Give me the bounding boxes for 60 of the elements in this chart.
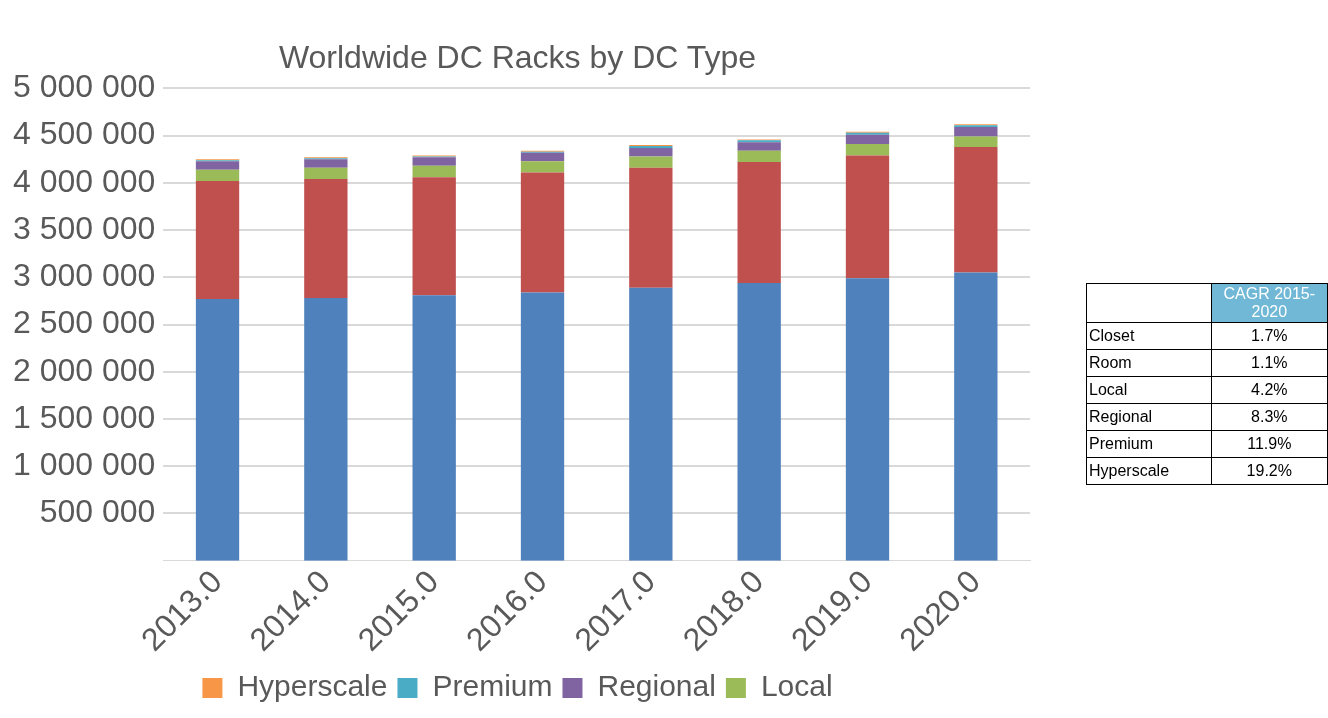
category-label: Room bbox=[1086, 349, 1212, 377]
bar bbox=[845, 155, 890, 279]
bar bbox=[629, 167, 673, 288]
y-tick-label: 1 000 000 bbox=[13, 446, 156, 483]
bar bbox=[195, 180, 240, 300]
bar bbox=[195, 169, 240, 181]
legend-label: Hyperscale bbox=[237, 669, 388, 703]
bar bbox=[195, 161, 240, 170]
bar bbox=[845, 278, 890, 561]
y-tick-label: 4 000 000 bbox=[13, 162, 156, 199]
text: 1.1% bbox=[1251, 354, 1288, 371]
text: 19.2% bbox=[1246, 462, 1292, 479]
legend-label: Regional bbox=[597, 669, 716, 703]
text: 8.3% bbox=[1251, 408, 1288, 425]
bar bbox=[629, 287, 673, 561]
bar bbox=[520, 161, 565, 173]
bar bbox=[629, 156, 673, 168]
bar bbox=[304, 179, 348, 299]
bar bbox=[954, 136, 998, 147]
category-label: Regional bbox=[1086, 403, 1212, 431]
bar bbox=[845, 134, 890, 145]
y-tick-label: 2 000 000 bbox=[13, 351, 156, 388]
bar bbox=[629, 147, 673, 157]
legend-label: Premium bbox=[432, 669, 553, 703]
y-tick-label: 1 500 000 bbox=[13, 398, 156, 435]
bar bbox=[304, 159, 348, 168]
category-label: Closet bbox=[1086, 322, 1212, 350]
y-tick-label: 2 500 000 bbox=[13, 304, 156, 341]
text: 11.9% bbox=[1247, 435, 1292, 452]
text: 4.2% bbox=[1251, 381, 1288, 398]
bar bbox=[412, 177, 456, 296]
category-label: Premium bbox=[1086, 430, 1212, 458]
category-label: Local bbox=[1086, 376, 1212, 404]
y-tick-label: 3 000 000 bbox=[13, 257, 156, 294]
bar bbox=[304, 167, 348, 180]
chart-title: Worldwide DC Racks by DC Type bbox=[278, 39, 757, 76]
bar bbox=[520, 292, 565, 561]
category-label: Hyperscale bbox=[1086, 457, 1212, 485]
y-tick-label: 3 500 000 bbox=[13, 209, 156, 246]
y-tick-label: 4 500 000 bbox=[13, 115, 156, 152]
y-tick-label: 500 000 bbox=[39, 493, 156, 530]
bar bbox=[737, 142, 781, 151]
bar bbox=[195, 299, 240, 561]
bar bbox=[412, 295, 456, 561]
bar bbox=[520, 152, 565, 162]
bar bbox=[412, 157, 456, 166]
bar bbox=[412, 165, 456, 178]
y-tick-label: 5 000 000 bbox=[13, 68, 156, 105]
bar bbox=[845, 144, 890, 156]
text: 1.7% bbox=[1251, 327, 1288, 344]
text: CAGR 2015-2020 bbox=[1211, 283, 1328, 323]
bar bbox=[954, 272, 998, 561]
bar bbox=[737, 150, 781, 163]
bar bbox=[954, 127, 998, 137]
bar bbox=[737, 282, 781, 561]
bar bbox=[520, 172, 565, 293]
legend-label: Local bbox=[760, 669, 833, 703]
bar bbox=[304, 298, 348, 561]
bar bbox=[954, 146, 998, 273]
bar bbox=[737, 162, 781, 283]
